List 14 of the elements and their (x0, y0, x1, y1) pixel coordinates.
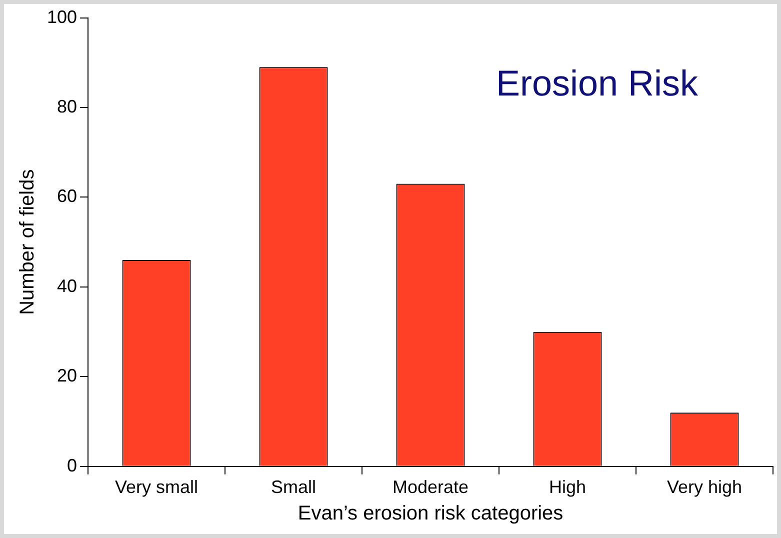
y-axis-title: Number of fields (16, 169, 39, 315)
y-tick-label: 40 (57, 276, 78, 296)
y-tick-label: 60 (57, 186, 78, 206)
y-tick-label: 100 (46, 6, 78, 27)
x-tick-label: Very small (115, 477, 198, 498)
x-tick-label: Moderate (392, 477, 469, 498)
y-tick-label: 80 (57, 96, 78, 116)
y-tick-label: 0 (67, 455, 78, 476)
y-tick-label: 20 (57, 366, 78, 386)
x-axis-title: Evan’s erosion risk categories (298, 502, 564, 525)
x-tick-label: Very high (666, 477, 742, 498)
x-tick-label: High (548, 477, 586, 498)
x-tick-label: Small (271, 477, 316, 498)
text: Erosion Risk (496, 62, 699, 104)
